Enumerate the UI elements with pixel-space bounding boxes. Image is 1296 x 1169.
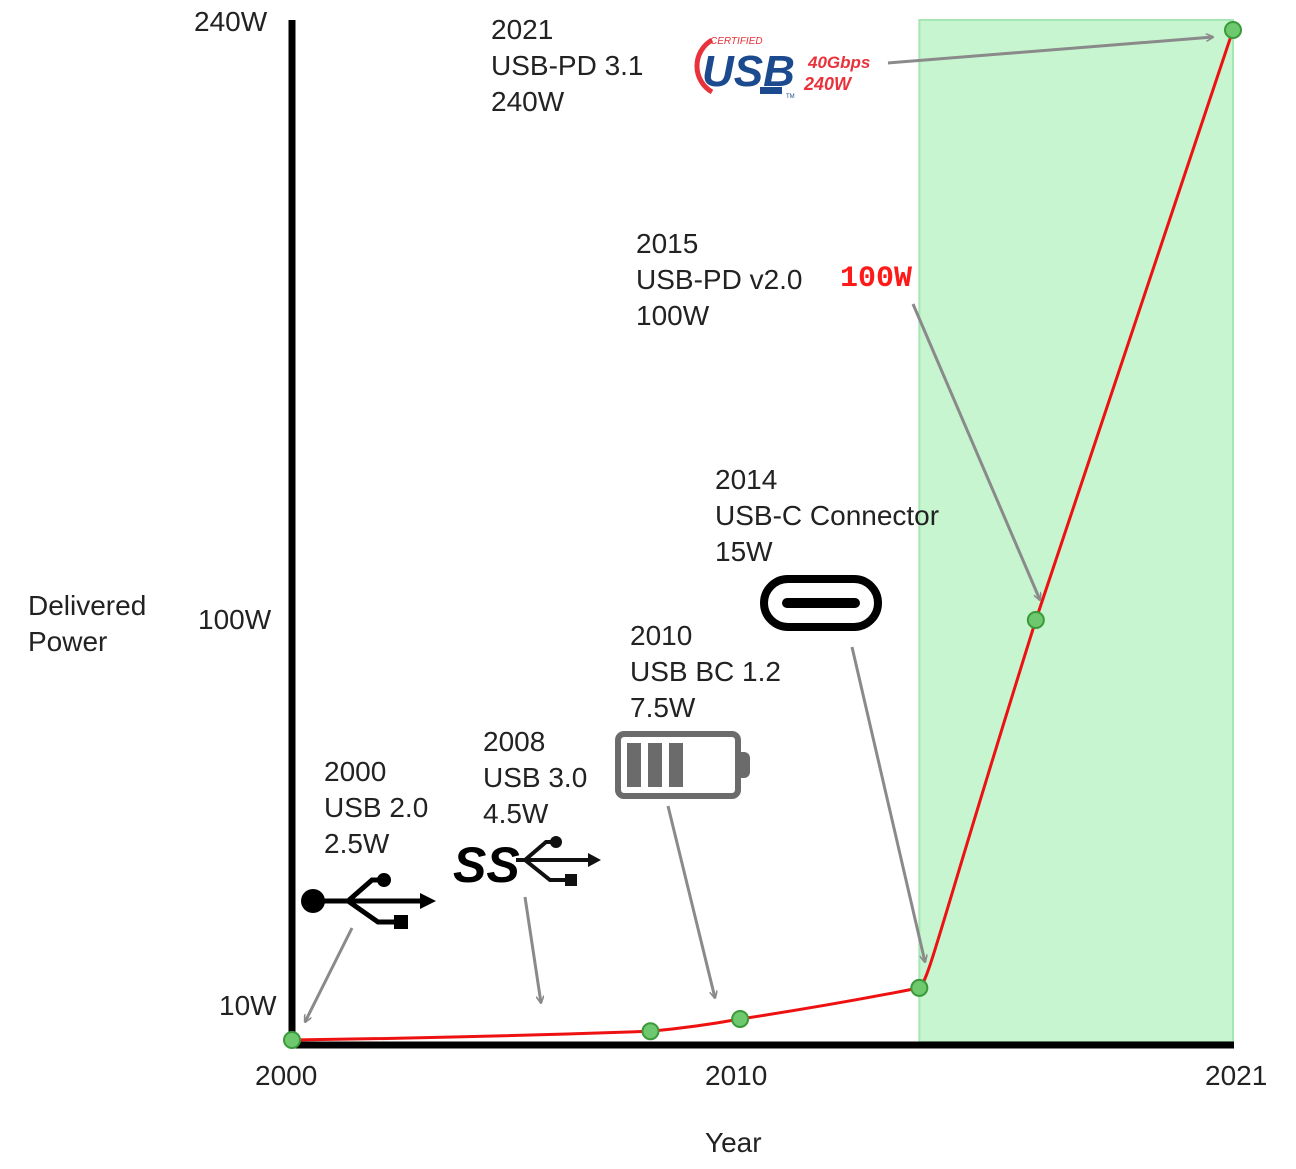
x-tick-2000: 2000	[255, 1060, 318, 1091]
annotation-power: 15W	[715, 536, 773, 567]
pd20-badge-100w: 100W	[840, 262, 913, 296]
annotation-power: 7.5W	[630, 692, 696, 723]
svg-text:CERTIFIED: CERTIFIED	[710, 36, 763, 47]
battery-icon	[615, 731, 750, 799]
arrow-usbc	[850, 646, 925, 962]
annotation-power: 240W	[491, 86, 565, 117]
arrow-pd31	[887, 37, 1213, 65]
annotation-power: 100W	[636, 300, 710, 331]
data-point-2014	[910, 978, 929, 997]
annotation-power: 2.5W	[324, 828, 390, 859]
annotation-year: 2014	[715, 464, 778, 495]
arrow-usb20	[303, 927, 354, 1022]
arrow-bc12	[666, 805, 715, 998]
usb-trident-icon	[301, 873, 436, 929]
annotation-name: USB 3.0	[483, 762, 588, 793]
certified-usb-logo: CERTIFIED USB TM 40Gbps 240W	[694, 36, 870, 100]
y-tick-240w: 240W	[194, 6, 268, 37]
usb-c-port-icon	[760, 575, 882, 631]
annotation-name: USB-PD 3.1	[491, 50, 644, 81]
annotation-year: 2008	[483, 726, 546, 757]
annotation-power: 4.5W	[483, 798, 549, 829]
annotation-year: 2010	[630, 620, 693, 651]
annotation-pd31: 2021 USB-PD 3.1 240W	[491, 12, 644, 120]
svg-text:40Gbps: 40Gbps	[807, 53, 870, 72]
annotation-year: 2021	[491, 14, 554, 45]
annotation-name: USB BC 1.2	[630, 656, 781, 687]
y-axis-label: Delivered Power	[28, 590, 147, 657]
x-axis-label: Year	[705, 1127, 762, 1158]
annotation-year: 2000	[324, 756, 387, 787]
arrow-usb30	[523, 896, 541, 1003]
annotation-usb20: 2000 USB 2.0 2.5W	[324, 754, 428, 862]
annotation-year: 2015	[636, 228, 699, 259]
annotation-name: USB-PD v2.0	[636, 264, 803, 295]
annotation-pd20: 2015 USB-PD v2.0 100W	[636, 226, 803, 334]
svg-text:240W: 240W	[803, 74, 853, 94]
superspeed-usb-icon: SS	[453, 836, 601, 893]
data-point-2008	[641, 1022, 660, 1041]
data-point-2010	[731, 1010, 750, 1028]
annotation-name: USB 2.0	[324, 792, 429, 823]
data-point-2021	[1224, 21, 1242, 39]
data-point-2016.6	[1026, 611, 1045, 629]
superspeed-logo-text: SS	[453, 837, 520, 893]
x-tick-2010: 2010	[705, 1060, 768, 1091]
annotation-usbc: 2014 USB-C Connector 15W	[715, 462, 939, 570]
annotation-usb30: 2008 USB 3.0 4.5W	[483, 724, 587, 832]
svg-text:TM: TM	[786, 94, 795, 100]
annotation-name: USB-C Connector	[715, 500, 940, 531]
arrow-pd20	[911, 303, 1040, 600]
data-point-2000	[283, 1031, 301, 1049]
y-tick-10w: 10W	[219, 990, 277, 1021]
x-tick-2021: 2021	[1205, 1060, 1268, 1091]
y-tick-100w: 100W	[198, 604, 272, 635]
annotation-bc12: 2010 USB BC 1.2 7.5W	[630, 618, 781, 726]
